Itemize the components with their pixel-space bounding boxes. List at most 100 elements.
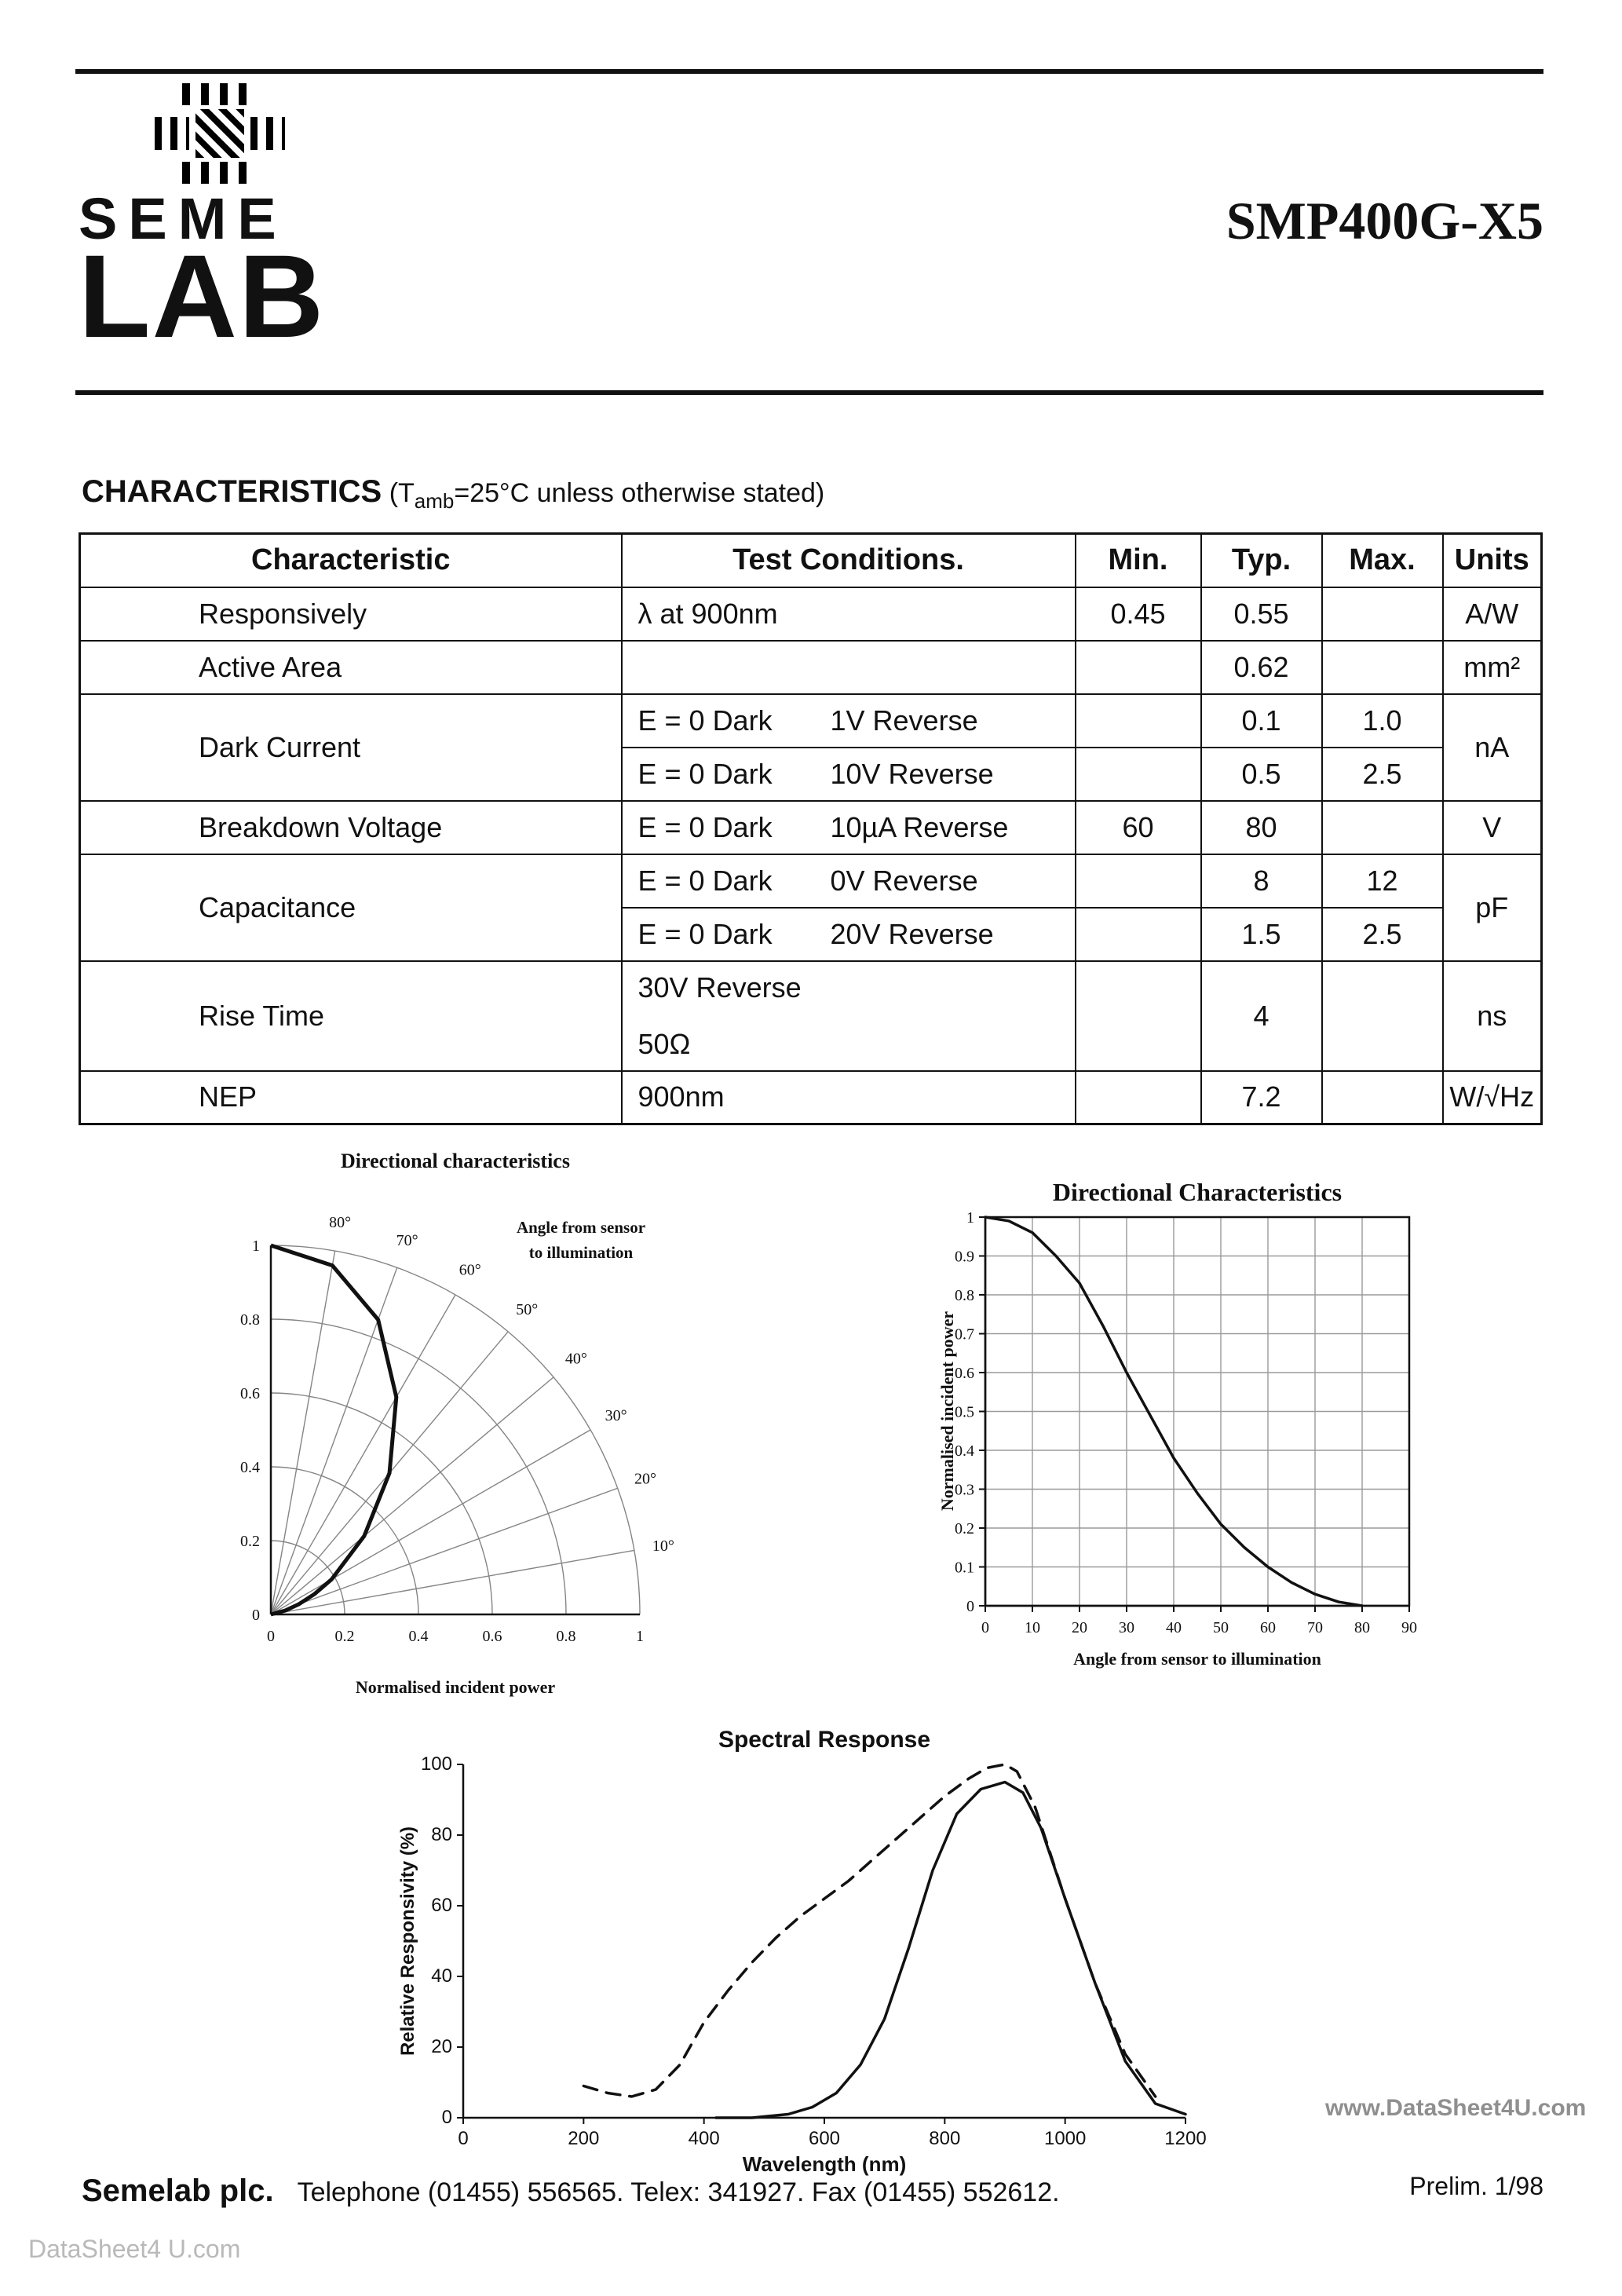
cell-max	[1321, 799, 1444, 855]
cell-typ: 4	[1200, 960, 1323, 1072]
column-header-test-conditions: Test Conditions.	[620, 532, 1076, 588]
table-row: Active Area 0.62 mm²	[79, 639, 1543, 695]
svg-text:60°: 60°	[459, 1261, 481, 1278]
logo-hatch-icon	[195, 109, 244, 158]
svg-text:0.9: 0.9	[955, 1249, 974, 1266]
logo-text-seme: SEME	[79, 186, 287, 251]
cell-min	[1074, 906, 1202, 962]
svg-text:1: 1	[966, 1209, 974, 1227]
svg-text:100: 100	[421, 1753, 452, 1775]
heading-condition: (Tamb=25°C unless otherwise stated)	[389, 478, 825, 513]
cell-max: 2.5	[1321, 906, 1444, 962]
cell-typ: 1.5	[1200, 906, 1323, 962]
table-row: Breakdown Voltage E = 0 Dark 10µA Reverse…	[79, 799, 1543, 855]
cell-max: 12	[1321, 853, 1444, 909]
cell-typ: 8	[1200, 853, 1323, 909]
chart-title: Spectral Response	[718, 1727, 931, 1753]
cell-typ: 0.1	[1200, 693, 1323, 748]
cell-units: V	[1441, 799, 1543, 855]
cell-typ: 0.62	[1200, 639, 1323, 695]
svg-text:80: 80	[431, 1824, 452, 1845]
svg-text:50°: 50°	[516, 1301, 538, 1318]
cell-min	[1074, 693, 1202, 748]
svg-text:400: 400	[689, 2128, 720, 2149]
svg-text:1000: 1000	[1044, 2128, 1086, 2149]
cell-max	[1321, 586, 1444, 642]
cell-test-conditions: E = 0 Dark 20V Reverse	[620, 906, 1076, 962]
logo-stripes-icon	[182, 162, 258, 184]
svg-text:600: 600	[809, 2128, 840, 2149]
svg-text:40: 40	[431, 1965, 452, 1987]
cell-units: A/W	[1441, 586, 1543, 642]
svg-text:200: 200	[568, 2128, 599, 2149]
svg-text:10: 10	[1025, 1619, 1040, 1636]
cell-test-conditions: λ at 900nm	[620, 586, 1076, 642]
svg-text:70°: 70°	[396, 1232, 418, 1249]
cell-test-conditions: E = 0 Dark 10µA Reverse	[620, 799, 1076, 855]
table-row: Capacitance E = 0 Dark 0V Reverse 8 12 pF	[79, 853, 1543, 962]
cell-units: W/√Hz	[1441, 1069, 1543, 1125]
svg-text:0.7: 0.7	[955, 1326, 974, 1344]
cell-test-conditions: E = 0 Dark 0V Reverse	[620, 853, 1076, 909]
cell-units: ns	[1441, 960, 1543, 1072]
cell-units: mm²	[1441, 639, 1543, 695]
directional-characteristics-chart: Directional Characteristics Normalised i…	[911, 1168, 1507, 1695]
svg-text:1: 1	[252, 1238, 260, 1255]
svg-text:0.8: 0.8	[557, 1628, 576, 1645]
svg-text:60: 60	[431, 1895, 452, 1916]
cell-min: 0.45	[1074, 586, 1202, 642]
cell-min	[1074, 1069, 1202, 1125]
column-header-min: Min.	[1074, 532, 1202, 588]
svg-text:0: 0	[442, 2107, 452, 2128]
svg-text:0.4: 0.4	[955, 1442, 974, 1460]
svg-text:1200: 1200	[1164, 2128, 1206, 2149]
table-row: Dark Current E = 0 Dark 1V Reverse 0.1 1.…	[79, 693, 1543, 802]
svg-text:0.4: 0.4	[409, 1628, 429, 1645]
cell-test-conditions: 900nm	[620, 1069, 1076, 1125]
x-axis-label: Normalised incident power	[355, 1677, 556, 1697]
chart-title: Directional Characteristics	[1052, 1178, 1343, 1206]
svg-text:0.2: 0.2	[335, 1628, 355, 1645]
cell-units: nA	[1441, 693, 1543, 802]
chart-title: Directional characteristics	[341, 1150, 570, 1172]
svg-text:30: 30	[1119, 1619, 1134, 1636]
svg-text:0: 0	[458, 2128, 468, 2149]
svg-text:0.6: 0.6	[955, 1365, 974, 1382]
contact-info: Telephone (01455) 556565. Telex: 341927.…	[297, 2177, 1060, 2207]
prelim-note: Prelim. 1/98	[1409, 2172, 1543, 2200]
cell-max	[1321, 1069, 1444, 1125]
heading-title: CHARACTERISTICS	[82, 474, 382, 509]
svg-text:40°: 40°	[565, 1351, 587, 1368]
svg-text:90: 90	[1401, 1619, 1417, 1636]
svg-text:20: 20	[1072, 1619, 1087, 1636]
svg-text:0.3: 0.3	[955, 1482, 974, 1499]
svg-text:10°: 10°	[652, 1537, 674, 1555]
cell-test-conditions: E = 0 Dark 1V Reverse	[620, 693, 1076, 748]
directional-plot: 0 10 20 30 40 50 60 70 80 90 0 0.1 0.2 0.3 0.4 0.5 0.6 0.…	[955, 1209, 1417, 1636]
svg-text:0: 0	[966, 1598, 974, 1615]
table-row: E = 0 Dark 20V Reverse 1.5 2.5	[80, 906, 1542, 962]
svg-text:0.1: 0.1	[955, 1559, 974, 1577]
cell-characteristic: Responsively	[79, 586, 623, 642]
logo-stripes-icon	[250, 117, 285, 150]
cell-characteristic: Breakdown Voltage	[79, 799, 623, 855]
spectral-plot: 0 200 400 600 800 1000 1200 0 20 40 60 80 100	[421, 1753, 1207, 2149]
cell-max: 1.0	[1321, 693, 1444, 748]
svg-text:1: 1	[636, 1628, 644, 1645]
column-header-max: Max.	[1321, 532, 1444, 588]
x-axis-label: Angle from sensor to illumination	[1073, 1649, 1321, 1669]
table-row: Responsively λ at 900nm 0.45 0.55 A/W	[79, 586, 1543, 642]
svg-text:80: 80	[1354, 1619, 1370, 1636]
svg-text:80°: 80°	[329, 1214, 351, 1231]
svg-text:0.5: 0.5	[955, 1404, 974, 1421]
part-number: SMP400G-X5	[1226, 191, 1543, 250]
svg-text:0.8: 0.8	[955, 1287, 974, 1304]
cell-max	[1321, 639, 1444, 695]
svg-text:0.2: 0.2	[955, 1520, 974, 1537]
svg-text:0: 0	[252, 1607, 260, 1624]
cell-min	[1074, 746, 1202, 802]
cell-typ: 0.5	[1200, 746, 1323, 802]
column-header-characteristic: Characteristic	[79, 532, 623, 588]
svg-text:0.6: 0.6	[240, 1385, 260, 1402]
